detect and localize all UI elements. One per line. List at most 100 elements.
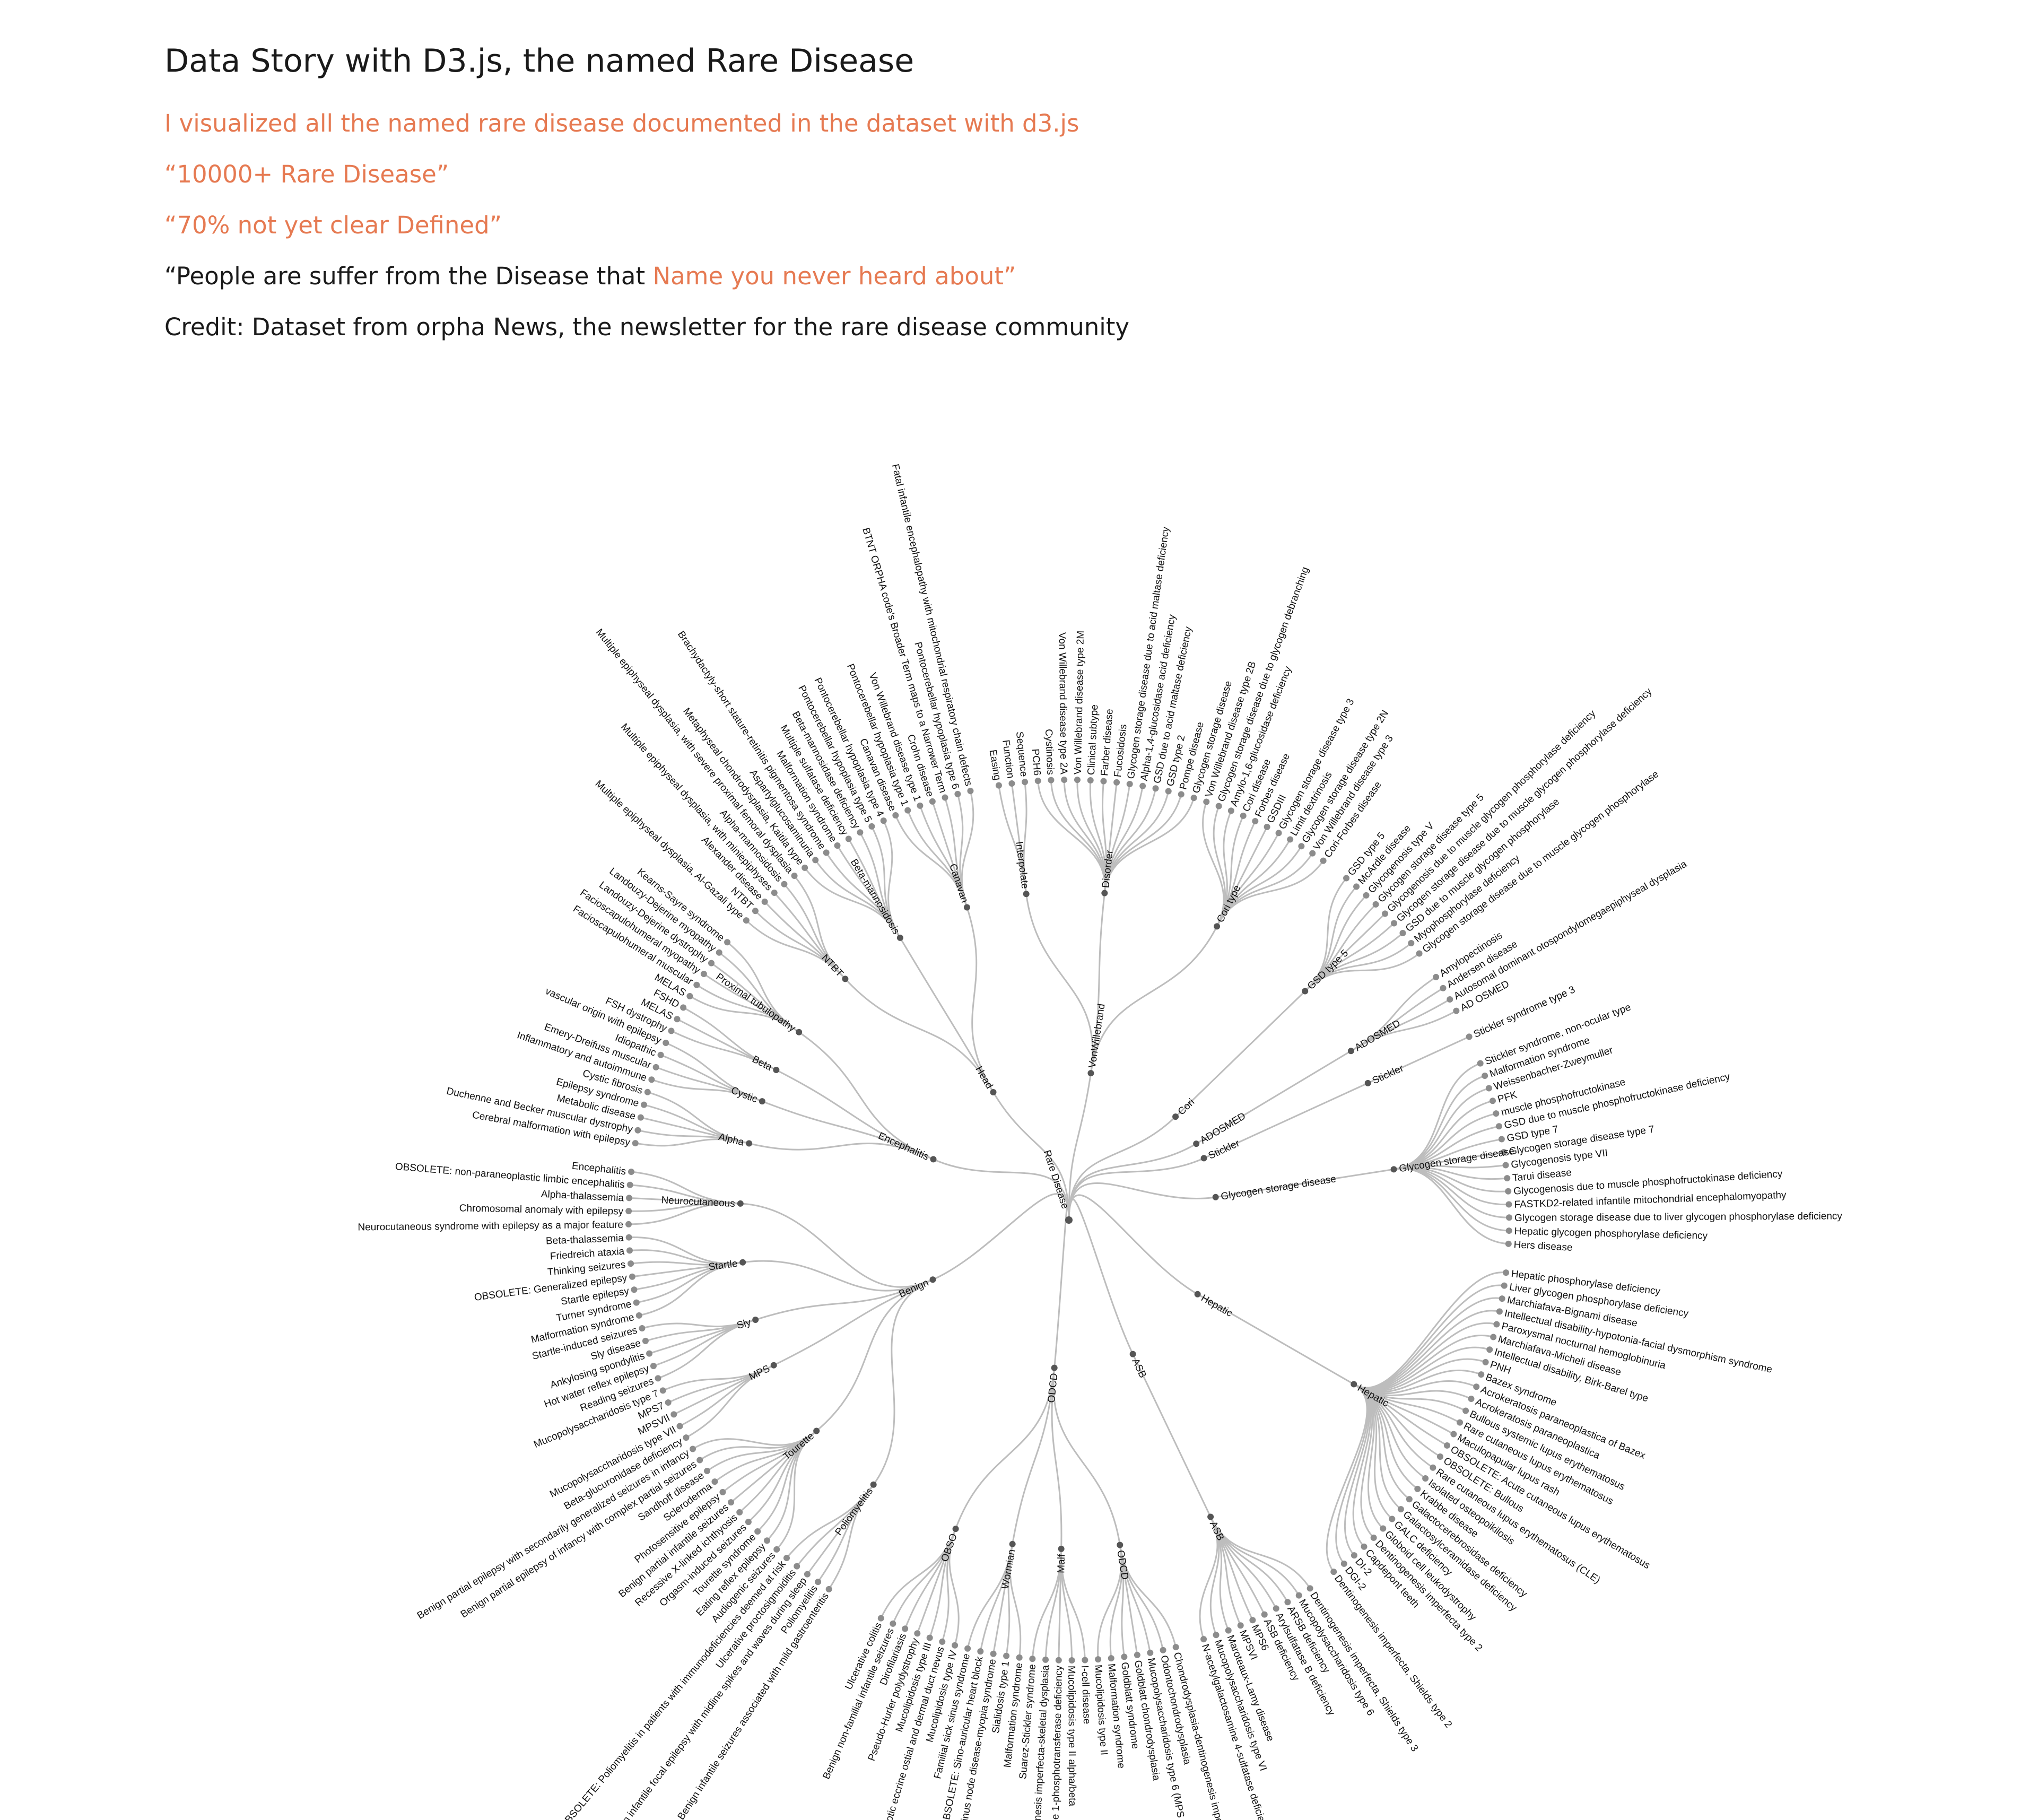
tree-link (1090, 926, 1218, 1074)
leaf-node (674, 1016, 681, 1023)
tree-link (873, 1278, 934, 1485)
leaf-node (1505, 1214, 1512, 1221)
leaf-node (629, 1273, 635, 1280)
tree-link (773, 1278, 934, 1366)
leaf-node (781, 881, 788, 887)
leaf-node (728, 1499, 735, 1506)
leaf-node (1408, 940, 1415, 947)
leaf-node (1433, 973, 1440, 980)
tree-link (1304, 953, 1420, 992)
leaf-node (670, 1411, 677, 1418)
leaf-node (1068, 1657, 1075, 1664)
leaf-node (877, 1615, 884, 1622)
leaf-node (926, 1634, 933, 1641)
tree-link (961, 790, 974, 908)
root-node (1065, 1216, 1073, 1224)
leaf-node (686, 992, 693, 999)
leaf-node (693, 981, 700, 988)
leaf-node (1095, 1656, 1102, 1663)
subgroup-node (759, 1098, 765, 1105)
tree-link (955, 1368, 1056, 1529)
leaf-node (1363, 892, 1370, 899)
leaf-node (823, 849, 830, 856)
leaf-node (626, 1195, 633, 1201)
leaf-node (625, 1234, 632, 1241)
leaf-node (892, 812, 899, 818)
tree-link (755, 1278, 934, 1321)
leaf-node (1505, 1201, 1512, 1208)
leaf-node (1307, 1585, 1313, 1592)
credit-line: Credit: Dataset from orpha News, the new… (164, 313, 1130, 341)
leaf-label: Function (1000, 739, 1016, 779)
tree-link (966, 907, 994, 1093)
tree-link (1068, 1198, 1134, 1355)
leaf-node (1016, 1654, 1023, 1661)
leaf-node (1391, 920, 1398, 927)
leaf-node (652, 1064, 659, 1070)
leaf-node (1482, 1359, 1489, 1365)
leaf-node (868, 823, 875, 830)
tree-link (683, 1007, 777, 1071)
subgroup-label: Neurocutaneous (661, 1195, 735, 1209)
leaf-node (1225, 1627, 1232, 1634)
leaf-node (783, 1555, 790, 1562)
group-node (1200, 1155, 1207, 1162)
leaf-node (1406, 1496, 1413, 1503)
group-label: Glycogen storage disease (1220, 1173, 1337, 1203)
leaf-node (857, 829, 864, 836)
subgroup-node (739, 1259, 746, 1266)
leaf-node (794, 1563, 800, 1570)
leaf-node (1172, 1644, 1179, 1651)
leaf-node (1139, 782, 1146, 789)
leaf-node (1501, 1148, 1508, 1155)
subgroup-label: ADOSMED (1353, 1018, 1403, 1053)
leaf-node (812, 857, 819, 864)
subgroup-node (813, 1427, 820, 1434)
subgroup-node (770, 1362, 777, 1369)
leaf-node (1200, 1636, 1207, 1643)
leaf-node (763, 1537, 770, 1544)
leaf-node (745, 1519, 752, 1526)
tree-link (1103, 797, 1195, 893)
subgroup-node (752, 1316, 759, 1323)
leaf-label: Von Willebrand disease type 2A (1057, 632, 1069, 775)
tree-link (1097, 1545, 1122, 1660)
leaf-node (1380, 1525, 1387, 1532)
leaf-label: I-cell disease (1079, 1665, 1092, 1725)
leaf-node (952, 1642, 959, 1649)
leaf-node (771, 890, 778, 896)
leaf-node (1430, 1464, 1436, 1471)
leaf-node (1249, 1617, 1256, 1624)
leaf-node (1443, 1442, 1450, 1449)
leaf-node (626, 1247, 633, 1254)
leaf-node (1298, 843, 1305, 850)
leaf-label: Chromosomal anomaly with epilepsy (459, 1203, 624, 1217)
leaf-node (628, 1169, 634, 1175)
leaf-node (736, 1509, 743, 1516)
leaf-node (1165, 788, 1172, 795)
leaf-node (1343, 875, 1350, 882)
leaf-node (954, 790, 961, 797)
leaf-node (1504, 1175, 1511, 1182)
leaf-node (644, 1088, 651, 1095)
leaf-node (1100, 778, 1107, 785)
leaf-node (1273, 1605, 1279, 1612)
group-node (930, 1156, 937, 1163)
subgroup-label: Malf (1056, 1554, 1067, 1573)
leaf-label: Beta-thalassemia (546, 1233, 624, 1247)
tree-link (883, 820, 901, 938)
leaf-node (1498, 1136, 1505, 1143)
quote-rare-disease-count: “10000+ Rare Disease” (164, 160, 449, 188)
leaf-node (1108, 1655, 1114, 1662)
leaf-node (1501, 1282, 1508, 1289)
leaf-node (929, 798, 936, 805)
group-node (1212, 1194, 1219, 1200)
leaf-node (1482, 1072, 1488, 1079)
leaf-node (1152, 785, 1159, 792)
leaf-label: Friedreich ataxia (550, 1246, 625, 1262)
leaf-node (639, 1325, 646, 1331)
leaf-node (1203, 798, 1210, 805)
leaf-label: Glycogen storage disease due to liver gl… (1514, 1211, 1842, 1224)
tree-link (1215, 1168, 1394, 1198)
leaf-node (1042, 1656, 1049, 1663)
